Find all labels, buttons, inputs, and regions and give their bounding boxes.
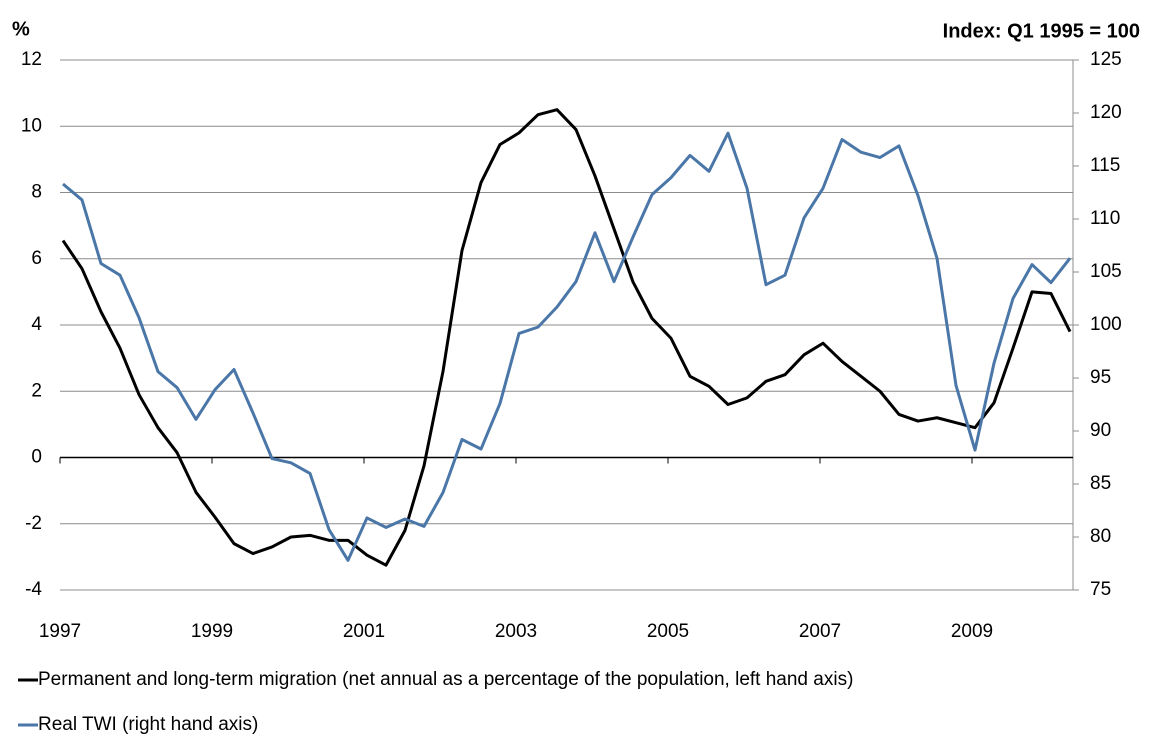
- y-axis-title: %: [12, 18, 30, 40]
- y-tick-label: 6: [31, 248, 42, 269]
- y2-tick-label: 100: [1090, 314, 1122, 335]
- y-tick-label: 8: [31, 182, 42, 203]
- x-tick-label: 2009: [951, 621, 993, 642]
- x-tick-label: 2003: [495, 621, 537, 642]
- y2-axis-title: Index: Q1 1995 = 100: [943, 20, 1140, 42]
- x-tick-label: 2005: [647, 621, 689, 642]
- x-tick-label: 1999: [191, 621, 233, 642]
- series-line: [61, 108, 1072, 567]
- x-tick-label: 2001: [343, 621, 385, 642]
- y-tick-label: -2: [25, 513, 42, 534]
- y2-tick-label: 115: [1090, 155, 1120, 176]
- y2-tick-label: 110: [1090, 208, 1120, 229]
- y-tick-label: 2: [31, 380, 42, 401]
- y-tick-label: 0: [31, 447, 42, 468]
- x-tick-label: 2007: [799, 621, 841, 642]
- y-tick-label: -4: [25, 579, 42, 600]
- y2-tick-label: 120: [1090, 102, 1122, 123]
- y2-tick-label: 75: [1090, 579, 1111, 600]
- y2-tick-label: 105: [1090, 261, 1122, 282]
- y-tick-label: 12: [21, 49, 42, 70]
- y-tick-label: 10: [21, 115, 42, 136]
- x-tick-label: 1997: [39, 621, 81, 642]
- y2-tick-label: 95: [1090, 367, 1111, 388]
- legend-label: Real TWI (right hand axis): [38, 714, 258, 735]
- series-line: [62, 131, 1072, 562]
- y2-tick-label: 125: [1090, 49, 1122, 70]
- y2-tick-label: 80: [1090, 526, 1111, 547]
- y2-tick-label: 90: [1090, 420, 1111, 441]
- y-tick-label: 4: [31, 314, 42, 335]
- legend-label: Permanent and long-term migration (net a…: [38, 669, 853, 690]
- y2-tick-label: 85: [1090, 473, 1111, 494]
